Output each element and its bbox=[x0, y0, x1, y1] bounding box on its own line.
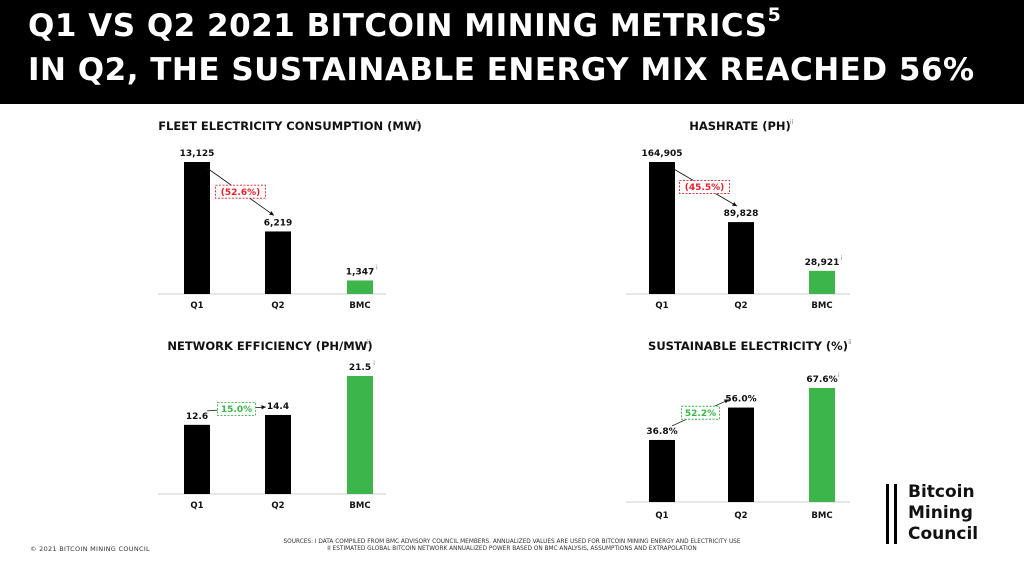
data-label-q1: 13,125 bbox=[180, 149, 215, 159]
logo-word-1: Bitcoin bbox=[908, 482, 975, 502]
copyright: © 2021 BITCOIN MINING COUNCIL bbox=[30, 545, 150, 553]
title-footnote-marker: 5 bbox=[767, 4, 782, 26]
chart-title: SUSTAINABLE ELECTRICITY (%) bbox=[648, 339, 848, 353]
sources-line-1: SOURCES: I DATA COMPILED FROM BMC ADVISO… bbox=[283, 539, 741, 545]
change-box bbox=[217, 401, 256, 416]
data-label-q2: 14.4 bbox=[267, 402, 289, 412]
fleet-electricity-chart: FLEET ELECTRICITY CONSUMPTION (MW)ii 13,1… bbox=[158, 119, 422, 311]
tick-label-bmc: BMC bbox=[349, 501, 370, 511]
bar-q1 bbox=[184, 162, 210, 294]
data-label-footnote: i bbox=[841, 255, 843, 262]
tick-label-q2: Q2 bbox=[734, 511, 747, 521]
bar-bmc bbox=[347, 280, 373, 294]
bar-q2 bbox=[265, 231, 291, 294]
chart-title-footnote: ii bbox=[415, 119, 419, 126]
hashrate-chart: HASHRATE (PH) ii 164,905 Q1 89,828 Q2 28,921 i B… bbox=[626, 119, 850, 311]
logo-word-3: Council bbox=[908, 524, 979, 544]
change-arrow-head bbox=[269, 211, 274, 216]
data-label-bmc: 1,347 bbox=[346, 267, 374, 277]
bar-bmc bbox=[809, 388, 835, 502]
bitcoin-mining-council-logo: Bitcoin Mining Council bbox=[886, 482, 1006, 550]
change-label: (45.5%) bbox=[685, 183, 724, 193]
data-label-footnote: i bbox=[376, 264, 378, 271]
change-arrow-head bbox=[261, 405, 266, 410]
logo-bars-icon bbox=[886, 484, 900, 544]
data-label-q1: 36.8% bbox=[646, 427, 677, 437]
sustainable-electricity-chart: SUSTAINABLE ELECTRICITY (%) ii 36.8% Q1 56.0… bbox=[626, 339, 852, 521]
data-label-q1: 164,905 bbox=[642, 149, 683, 159]
chart-title-footnote: ii bbox=[790, 119, 794, 126]
title-line-2: IN Q2, THE SUSTAINABLE ENERGY MIX REACHE… bbox=[28, 52, 975, 88]
bar-bmc bbox=[809, 270, 835, 294]
logo-wordmark: Bitcoin Mining Council bbox=[908, 482, 978, 545]
change-label: (52.6%) bbox=[221, 188, 260, 198]
tick-label-bmc: BMC bbox=[811, 511, 832, 521]
chart-title-footnote: ii bbox=[367, 339, 371, 346]
sources-note: SOURCES: I DATA COMPILED FROM BMC ADVISO… bbox=[0, 539, 1024, 553]
tick-label-q1: Q1 bbox=[190, 301, 203, 311]
chart-title: HASHRATE (PH) bbox=[689, 119, 791, 133]
tick-label-q2: Q2 bbox=[734, 301, 747, 311]
change-arrow-head bbox=[724, 399, 729, 404]
data-label-bmc: 67.6% bbox=[806, 375, 837, 385]
bar-q1 bbox=[649, 439, 675, 502]
bar-q2 bbox=[265, 414, 291, 494]
data-label-footnote: i bbox=[373, 360, 375, 367]
chart-title: NETWORK EFFICIENCY (PH/MW) bbox=[167, 339, 372, 353]
tick-label-q1: Q1 bbox=[655, 301, 668, 311]
change-box bbox=[215, 184, 266, 199]
change-arrow-head bbox=[732, 201, 737, 207]
tick-label-bmc: BMC bbox=[811, 301, 832, 311]
data-label-footnote: i bbox=[838, 372, 840, 379]
sources-line-2: II ESTIMATED GLOBAL BITCOIN NETWORK ANNU… bbox=[327, 546, 697, 552]
tick-label-q1: Q1 bbox=[655, 511, 668, 521]
bar-q2 bbox=[728, 407, 754, 502]
network-efficiency-chart: NETWORK EFFICIENCY (PH/MW)ii 12.6 Q1 14.4 Q2… bbox=[158, 339, 386, 511]
tick-label-q1: Q1 bbox=[190, 501, 203, 511]
chart-title-footnote: ii bbox=[848, 339, 852, 346]
bar-bmc bbox=[347, 376, 373, 494]
data-label-q1: 12.6 bbox=[186, 412, 208, 422]
title-banner: Q1 VS Q2 2021 BITCOIN MINING METRICS5 IN… bbox=[0, 0, 1024, 104]
data-label-q2: 6,219 bbox=[264, 218, 292, 228]
chart-title: FLEET ELECTRICITY CONSUMPTION (MW) bbox=[158, 119, 422, 133]
change-label: 52.2% bbox=[685, 409, 716, 419]
bar-q1 bbox=[184, 424, 210, 494]
data-label-q2: 56.0% bbox=[725, 395, 756, 405]
change-label: 15.0% bbox=[221, 405, 252, 415]
tick-label-q2: Q2 bbox=[271, 301, 284, 311]
bar-q2 bbox=[728, 222, 754, 294]
change-box bbox=[679, 180, 730, 194]
change-box bbox=[681, 405, 720, 420]
data-label-q2: 89,828 bbox=[724, 209, 759, 219]
tick-label-bmc: BMC bbox=[349, 301, 370, 311]
logo-word-2: Mining bbox=[908, 503, 973, 523]
data-label-bmc: 21.5 bbox=[349, 363, 371, 373]
title-line-1: Q1 VS Q2 2021 BITCOIN MINING METRICS5 bbox=[28, 4, 782, 44]
tick-label-q2: Q2 bbox=[271, 501, 284, 511]
data-label-bmc: 28,921 bbox=[805, 258, 840, 268]
bar-q1 bbox=[649, 162, 675, 294]
